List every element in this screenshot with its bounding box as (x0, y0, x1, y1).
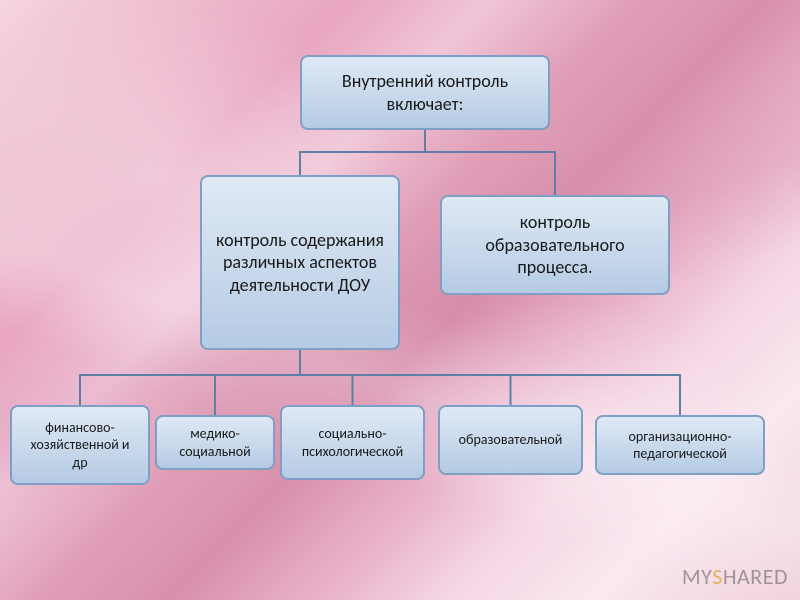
watermark-suffix: HARED (723, 563, 788, 590)
node-leaf-edu: образовательной (438, 405, 583, 475)
node-root: Внутренний контроль включает: (300, 55, 550, 130)
node-leaf-finance: финансово- хозяйственной и др (10, 405, 150, 485)
node-leaf-orgped: организационно- педагогической (595, 415, 765, 475)
node-leaf-medical: медико- социальной (155, 415, 275, 470)
org-chart-diagram: Внутренний контроль включает: контроль с… (0, 0, 800, 600)
node-aspects: контроль содержания различных аспектов д… (200, 175, 400, 350)
watermark: MYSHARED (682, 563, 788, 590)
watermark-accent: S (712, 563, 723, 590)
node-eduproc: контроль образовательного процесса. (440, 195, 670, 295)
node-leaf-psych: социально- психологической (280, 405, 425, 480)
watermark-prefix: MY (682, 563, 712, 590)
